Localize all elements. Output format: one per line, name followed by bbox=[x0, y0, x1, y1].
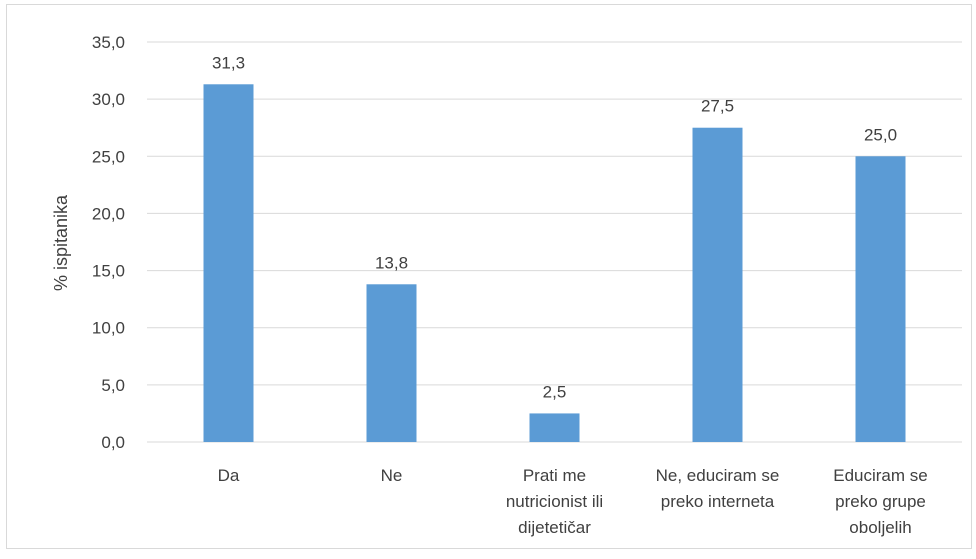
y-tick-label: 0,0 bbox=[101, 433, 125, 452]
x-category-label: Educiram se preko grupe oboljelih bbox=[833, 466, 927, 537]
y-tick-label: 10,0 bbox=[92, 319, 125, 338]
x-category-label-line: oboljelih bbox=[849, 518, 911, 537]
y-tick-label: 15,0 bbox=[92, 262, 125, 281]
x-category-label-line: preko interneta bbox=[661, 492, 775, 511]
bar bbox=[529, 413, 580, 442]
x-category-label-line: preko grupe bbox=[835, 492, 926, 511]
bar-data-label: 25,0 bbox=[864, 125, 897, 144]
bar-data-label: 27,5 bbox=[701, 97, 734, 116]
y-tick-label: 5,0 bbox=[101, 376, 125, 395]
bar-data-label: 13,8 bbox=[375, 253, 408, 272]
bar-data-label: 2,5 bbox=[543, 382, 567, 401]
bar bbox=[366, 284, 417, 442]
bar bbox=[692, 127, 743, 442]
y-tick-label: 35,0 bbox=[92, 33, 125, 52]
x-category-label-line: dijetetičar bbox=[518, 518, 591, 537]
data-labels: 31,3 13,8 2,5 27,5 25,0 bbox=[212, 53, 897, 401]
y-tick-label: 30,0 bbox=[92, 90, 125, 109]
x-category-label-line: nutricionist ili bbox=[506, 492, 603, 511]
x-category-label: Da bbox=[218, 466, 240, 485]
y-axis-title: % ispitanika bbox=[51, 194, 71, 291]
x-category-label: Prati me nutricionist ili dijetetičar bbox=[506, 466, 603, 537]
bar-chart: 0,0 5,0 10,0 15,0 20,0 25,0 30,0 35,0 31,3 13,8 2… bbox=[51, 33, 962, 537]
y-axis-ticks: 0,0 5,0 10,0 15,0 20,0 25,0 30,0 35,0 bbox=[92, 33, 125, 452]
x-category-label: Ne bbox=[381, 466, 403, 485]
y-tick-label: 20,0 bbox=[92, 204, 125, 223]
gridlines bbox=[147, 41, 962, 443]
bar bbox=[203, 84, 254, 443]
x-axis-labels: Da Ne Prati me nutricionist ili dijetetičar N… bbox=[218, 466, 928, 537]
y-tick-label: 25,0 bbox=[92, 147, 125, 166]
bar bbox=[855, 156, 906, 443]
bars bbox=[203, 84, 906, 443]
x-category-label: Ne, educiram se preko interneta bbox=[656, 466, 780, 511]
bar-data-label: 31,3 bbox=[212, 53, 245, 72]
x-category-label-line: Ne, educiram se bbox=[656, 466, 780, 485]
x-category-label-line: Da bbox=[218, 466, 240, 485]
x-category-label-line: Prati me bbox=[523, 466, 586, 485]
chart-frame: 0,0 5,0 10,0 15,0 20,0 25,0 30,0 35,0 31,3 13,8 2… bbox=[6, 4, 972, 549]
x-category-label-line: Educiram se bbox=[833, 466, 927, 485]
x-category-label-line: Ne bbox=[381, 466, 403, 485]
